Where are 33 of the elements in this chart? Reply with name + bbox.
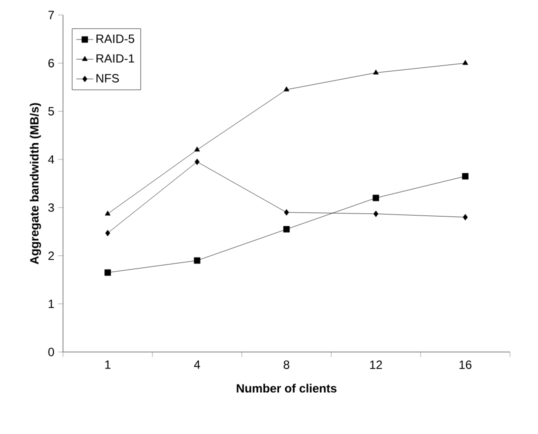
point — [104, 210, 110, 216]
point — [194, 146, 200, 152]
point — [283, 226, 290, 232]
y-tick-label: 2 — [48, 252, 54, 260]
point — [194, 257, 200, 264]
y-tick-label: 7 — [48, 10, 54, 20]
y-tick-label: 0 — [48, 348, 54, 356]
point — [373, 70, 379, 74]
x-axis-title: Number of clients — [236, 384, 336, 393]
point — [104, 269, 111, 276]
y-tick-label: 3 — [48, 203, 54, 212]
y-tick-label: 4 — [48, 155, 54, 164]
point — [284, 209, 289, 216]
y-tick-label: 1 — [48, 300, 54, 308]
y-tick-label: 6 — [48, 58, 54, 68]
point — [462, 214, 468, 220]
point — [373, 210, 378, 218]
x-tick-label: 16 — [460, 360, 472, 369]
legend-label: RAID-5 — [96, 34, 134, 43]
x-tick-label: 12 — [370, 360, 382, 369]
point — [105, 230, 110, 236]
x-tick-label: 8 — [284, 360, 290, 369]
x-tick-label: 4 — [194, 360, 200, 369]
point — [284, 86, 290, 92]
point — [462, 173, 468, 180]
point — [462, 60, 468, 65]
y-axis-title: Aggregate bandwidth (MB/s) — [30, 103, 42, 264]
y-tick-label: 5 — [48, 107, 54, 116]
legend-label: NFS — [96, 74, 119, 82]
x-tick-label: 1 — [105, 360, 110, 369]
legend-label: RAID-1 — [96, 54, 134, 63]
point — [372, 194, 380, 202]
point — [194, 158, 200, 166]
